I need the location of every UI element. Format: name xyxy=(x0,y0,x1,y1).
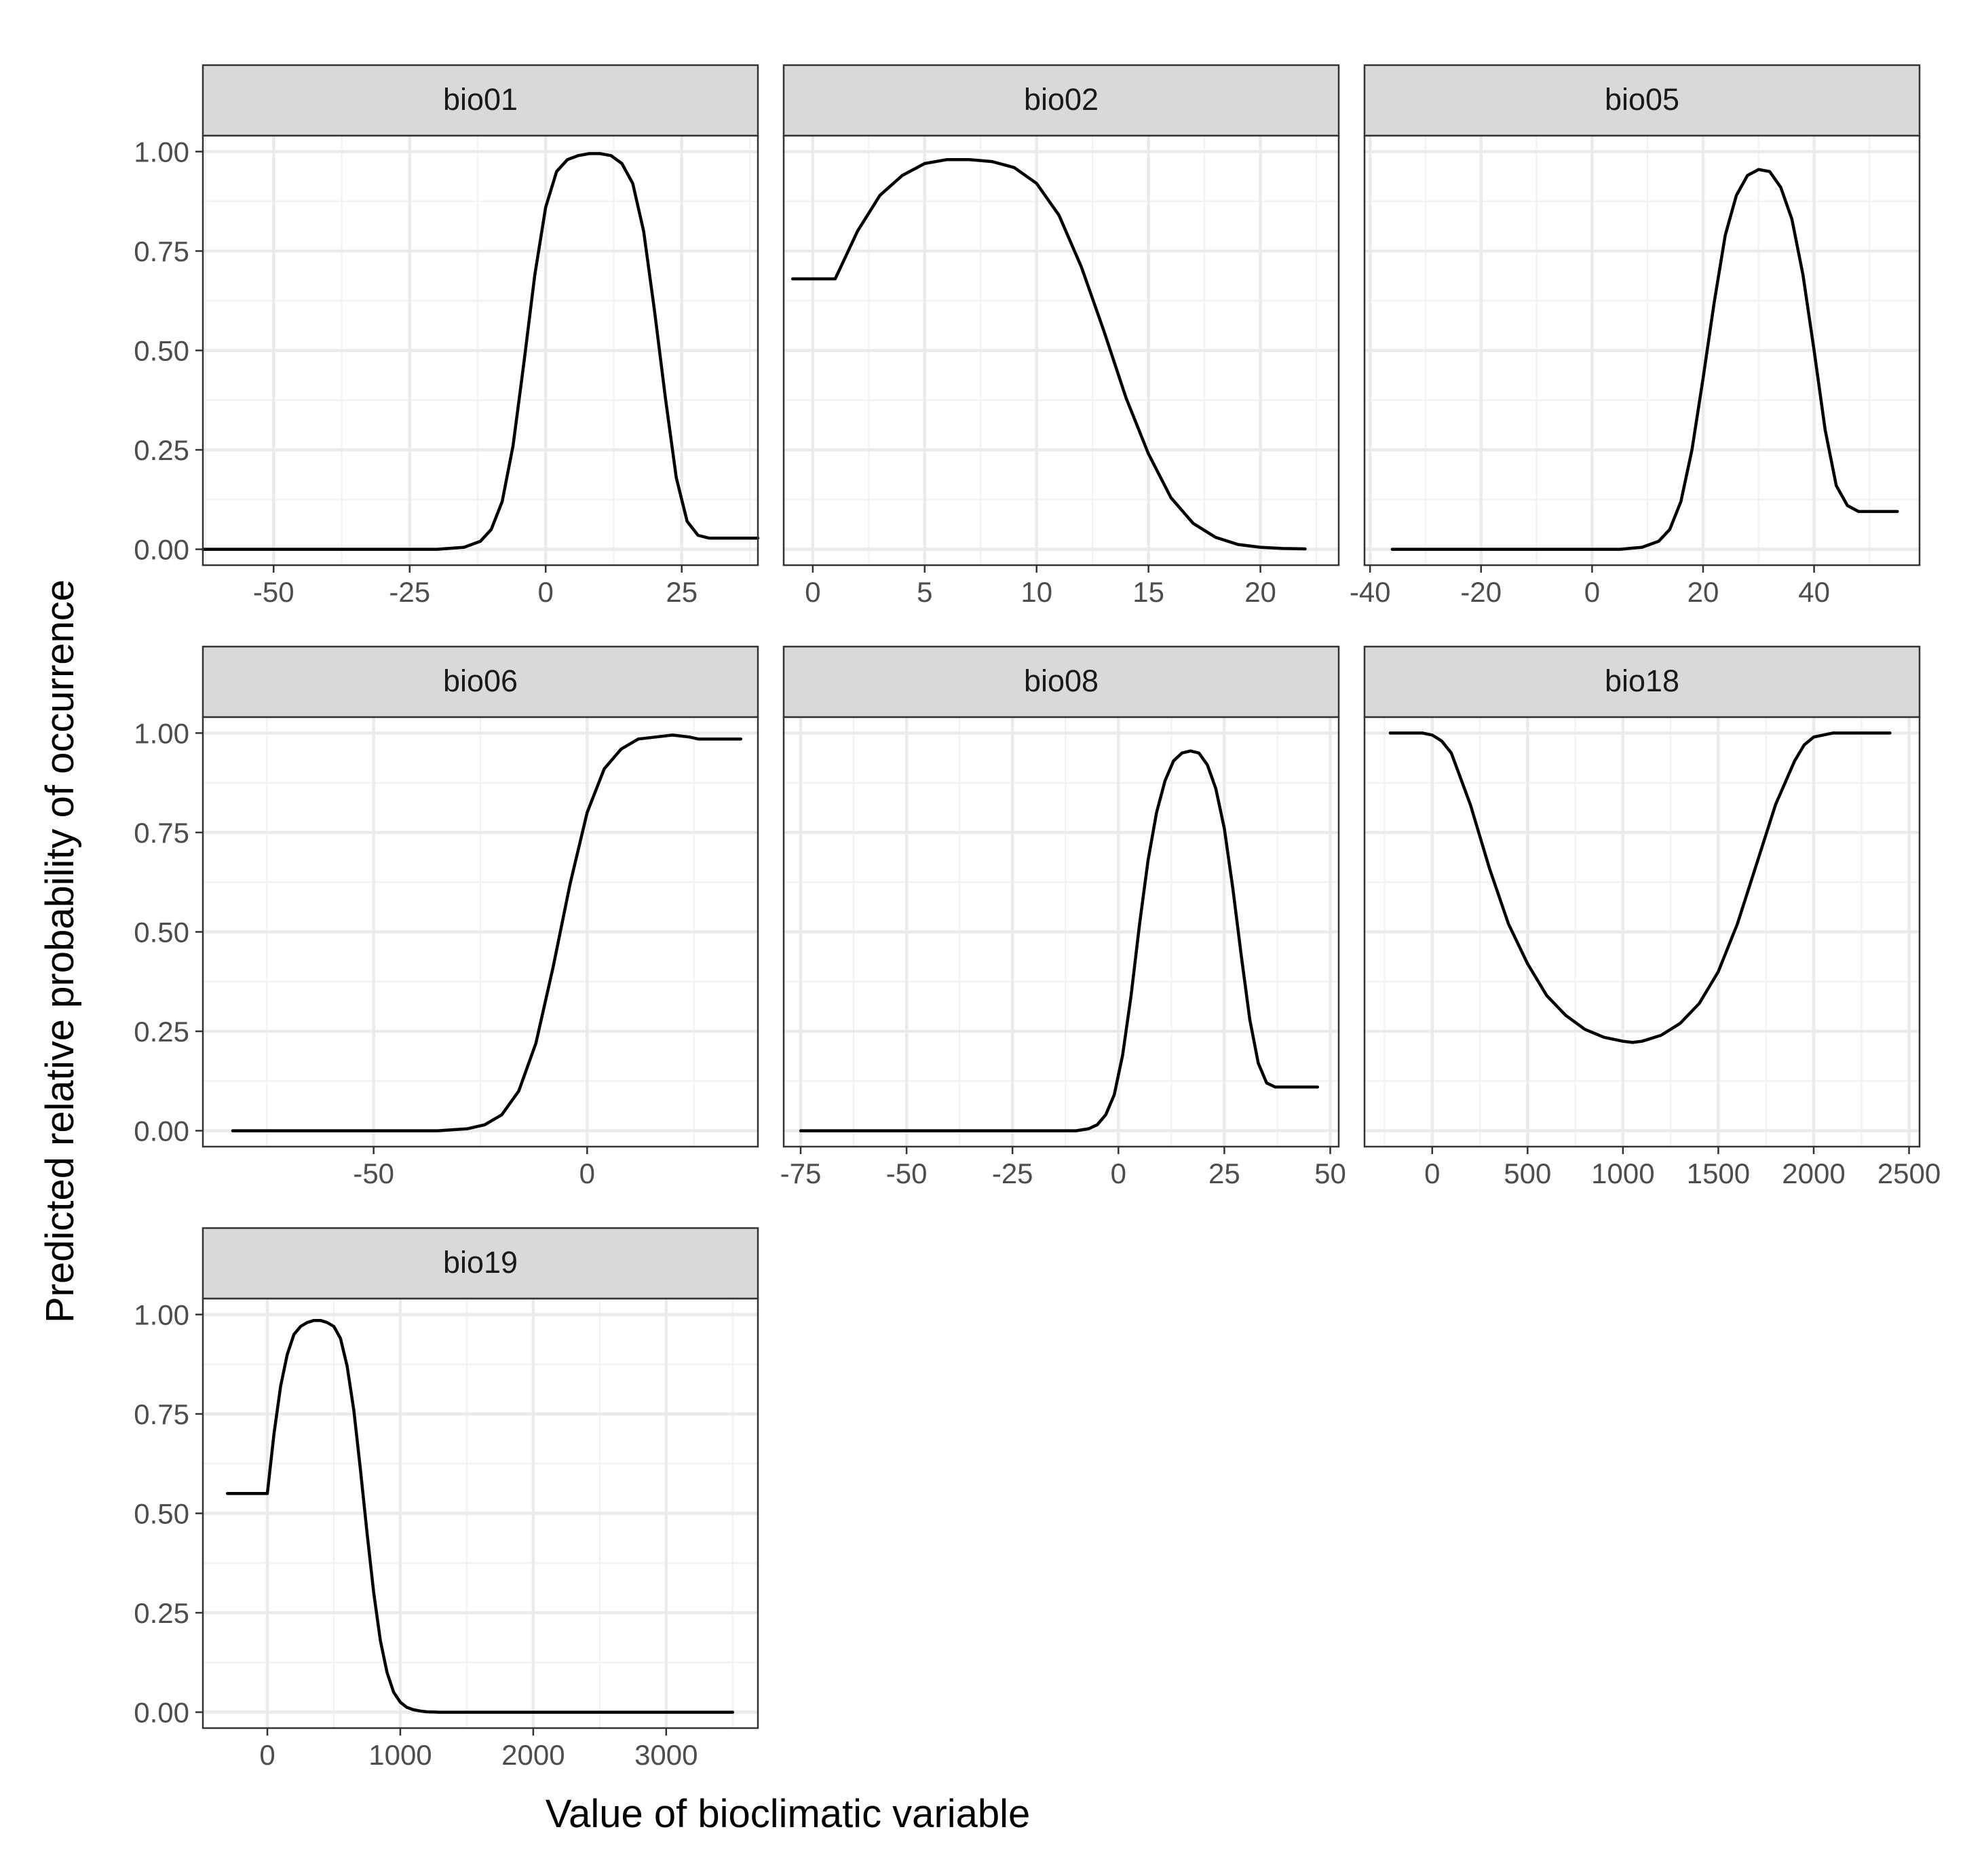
panel-bio02: bio02 0 5 10 15 20 xyxy=(782,64,1340,608)
strip-bio08 xyxy=(782,645,1340,719)
x-tick-label: -25 xyxy=(389,576,430,608)
x-tick-label: 0 xyxy=(1584,576,1600,608)
panel-bio19: bio19 0.00 0.25 0.50 0.75 1.00 0 1000 2000 3000 xyxy=(134,1227,759,1771)
x-tick-label: 15 xyxy=(1132,576,1164,608)
x-tick-label: 500 xyxy=(1504,1157,1551,1189)
y-tick-label: 0.75 xyxy=(134,235,189,267)
panel-bio05: bio05 -40 -20 0 20 40 xyxy=(1350,64,1921,608)
x-tick-label: 1000 xyxy=(1591,1157,1654,1189)
panel-border-bio18 xyxy=(1363,716,1921,1148)
response-curve-bio08 xyxy=(799,749,1320,1132)
x-tick-label: 0 xyxy=(579,1157,595,1189)
x-tick-label: 20 xyxy=(1244,576,1276,608)
x-tick-label: 25 xyxy=(666,576,698,608)
strip-label-bio02: bio02 xyxy=(1024,82,1099,117)
x-tick-label: -50 xyxy=(353,1157,394,1189)
x-tick-label: 0 xyxy=(1424,1157,1440,1189)
x-tick-label: 0 xyxy=(1111,1157,1126,1189)
strip-bio01 xyxy=(202,64,759,137)
x-tick-label: 40 xyxy=(1798,576,1830,608)
y-tick-label: 0.00 xyxy=(134,534,189,566)
x-tick-label: -50 xyxy=(253,576,294,608)
facet-panels: bio01 0.00 0.25 0.50 0.75 1.00 -50 -25 0 25 bio02 0… xyxy=(134,64,1941,1771)
strip-label-bio06: bio06 xyxy=(443,664,518,698)
x-tick-label: 0 xyxy=(805,576,820,608)
x-tick-label: 1000 xyxy=(368,1739,432,1771)
y-tick-label: 0.00 xyxy=(134,1115,189,1147)
y-tick-label: 0.50 xyxy=(134,335,189,367)
response-curve-bio19 xyxy=(225,1318,735,1714)
y-tick-label: 1.00 xyxy=(134,1299,189,1331)
strip-bio19 xyxy=(202,1227,759,1300)
x-tick-label: 5 xyxy=(917,576,932,608)
x-tick-label: -50 xyxy=(886,1157,928,1189)
y-tick-label: 0.00 xyxy=(134,1697,189,1729)
panel-bio01: bio01 0.00 0.25 0.50 0.75 1.00 -50 -25 0 25 xyxy=(134,64,760,608)
strip-bio18 xyxy=(1363,645,1921,719)
x-tick-label: 20 xyxy=(1687,576,1719,608)
y-tick-label: 0.75 xyxy=(134,1398,189,1430)
y-tick-label: 0.50 xyxy=(134,917,189,949)
x-tick-label: 2500 xyxy=(1877,1157,1941,1189)
response-curve-bio05 xyxy=(1390,168,1899,551)
response-curve-bio06 xyxy=(231,733,743,1132)
panel-bio06: bio06 0.00 0.25 0.50 0.75 1.00 -50 0 xyxy=(134,645,759,1189)
strip-label-bio19: bio19 xyxy=(443,1245,518,1280)
panel-border-bio02 xyxy=(782,134,1340,567)
strip-label-bio01: bio01 xyxy=(443,82,518,117)
x-axis-title: Value of bioclimatic variable xyxy=(546,1792,1031,1836)
panel-border-bio08 xyxy=(782,716,1340,1148)
y-tick-label: 0.25 xyxy=(134,1016,189,1048)
x-tick-label: 2000 xyxy=(1782,1157,1845,1189)
response-curve-bio01 xyxy=(201,152,760,551)
response-curve-bio02 xyxy=(790,157,1307,551)
x-tick-label: -20 xyxy=(1460,576,1502,608)
panel-bio08: bio08 -75 -50 -25 0 25 50 xyxy=(780,645,1346,1189)
strip-label-bio08: bio08 xyxy=(1024,664,1099,698)
response-curve-bio18 xyxy=(1388,731,1892,1044)
y-tick-label: 1.00 xyxy=(134,136,189,168)
x-tick-label: 50 xyxy=(1314,1157,1346,1189)
strip-bio06 xyxy=(202,645,759,719)
x-tick-label: 1500 xyxy=(1687,1157,1750,1189)
x-tick-label: 25 xyxy=(1208,1157,1240,1189)
y-tick-label: 0.25 xyxy=(134,1597,189,1629)
x-tick-label: 0 xyxy=(259,1739,275,1771)
y-tick-label: 1.00 xyxy=(134,717,189,749)
x-tick-label: 0 xyxy=(538,576,554,608)
y-tick-label: 0.75 xyxy=(134,817,189,849)
x-tick-label: 2000 xyxy=(501,1739,565,1771)
y-tick-label: 0.50 xyxy=(134,1498,189,1530)
panel-border-bio05 xyxy=(1363,134,1921,567)
x-tick-label: 10 xyxy=(1020,576,1052,608)
x-tick-label: -40 xyxy=(1350,576,1391,608)
x-tick-label: -75 xyxy=(780,1157,822,1189)
y-axis-title: Predicted relative probability of occurr… xyxy=(38,579,82,1323)
strip-label-bio05: bio05 xyxy=(1605,82,1679,117)
y-tick-label: 0.25 xyxy=(134,434,189,466)
panel-bio18: bio18 0 500 1000 1500 2000 2500 xyxy=(1363,645,1941,1189)
strip-label-bio18: bio18 xyxy=(1605,664,1679,698)
x-tick-label: 3000 xyxy=(634,1739,698,1771)
x-tick-label: -25 xyxy=(992,1157,1033,1189)
